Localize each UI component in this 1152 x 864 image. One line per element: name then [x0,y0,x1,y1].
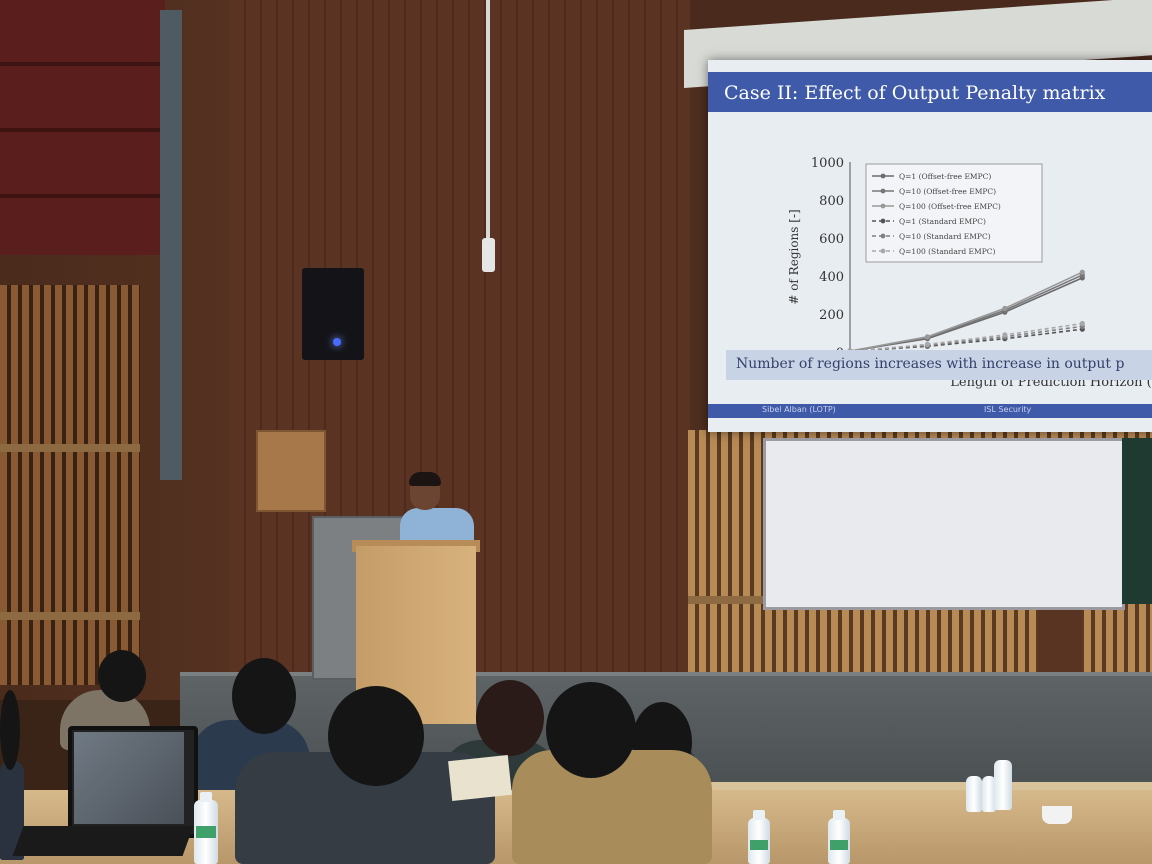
y-tick-label: 200 [819,308,844,323]
legend-marker [880,188,886,194]
bottle-cap [833,810,845,820]
coffee-cup [1042,806,1072,824]
legend-marker [880,203,886,209]
audience-head-front [328,686,424,786]
legend-entry: Q=1 (Offset-free EMPC) [899,172,991,181]
audience-head [476,680,544,756]
legend-entry: Q=10 (Standard EMPC) [899,232,991,241]
legend-box [865,163,1043,263]
series-point [1002,305,1008,311]
legend-marker [880,248,886,254]
slide-title: Case II: Effect of Output Penalty matrix [724,82,1106,104]
presenter-hair [409,472,441,486]
water-bottle [994,760,1012,810]
slide-footer-author: Sibel Alban (LOTP) [762,405,836,414]
series-point [924,341,931,347]
y-axis-label: # of Regions [-] [787,209,801,304]
legend-entry: Q=100 (Offset-free EMPC) [899,202,1001,211]
y-tick-label: 600 [819,232,844,247]
water-bottle [966,776,982,812]
hanging-cable [486,0,490,245]
y-tick-label: 800 [819,194,844,209]
y-tick-label: 400 [819,270,844,285]
left-wall-rail [0,444,140,452]
y-tick-label: 1000 [811,156,844,171]
legend-marker [880,233,886,239]
series-line [849,322,1083,353]
bottle-label [830,840,848,850]
hanging-microphone [482,238,495,272]
left-wood-slat-wall [0,285,140,685]
laptop-display [74,732,184,824]
audience-head-front [546,682,636,778]
legend-entry: Q=1 (Standard EMPC) [899,217,986,226]
speaker-led [333,338,341,346]
wall-speaker [302,268,364,360]
slide-footer-event: ISL Security [984,405,1032,414]
wall-cabinet [256,430,326,512]
series-point [1002,332,1008,338]
legend-entry: Q=10 (Offset-free EMPC) [899,187,996,196]
audience-head-edge [0,690,20,770]
slide-header: Case II: Effect of Output Penalty matrix [708,72,1152,112]
regions-chart: 020040060080010002345# of Regions [-]Len… [787,156,1152,390]
legend-entry: Q=100 (Standard EMPC) [899,247,995,256]
water-bottle [982,776,996,812]
projector-screen: Case II: Effect of Output Penalty matrix… [708,60,1152,432]
slide-caption: Number of regions increases with increas… [736,356,1125,372]
series-point [924,334,931,340]
legend-marker [880,218,886,224]
audience-head [232,658,296,734]
whiteboard [763,438,1125,610]
bottle-label [196,826,216,838]
left-wall-rail [0,612,140,620]
slide-caption-box: Number of regions increases with increas… [726,350,1152,380]
series-line [849,274,1083,352]
legend-marker [880,173,886,179]
audience-head [98,650,146,702]
bottle-cap [200,792,212,802]
left-pillar [160,10,182,480]
slide-footer: Sibel Alban (LOTP) ISL Security [708,404,1152,418]
bottle-label [750,840,768,850]
series-point [1079,320,1085,327]
notebook [448,754,512,802]
series-point [1079,269,1085,275]
greenboard [1122,438,1152,604]
series-line [849,271,1083,352]
upper-left-wall-panel [0,0,165,255]
laptop-keyboard [12,826,194,856]
bottle-cap [753,810,765,820]
